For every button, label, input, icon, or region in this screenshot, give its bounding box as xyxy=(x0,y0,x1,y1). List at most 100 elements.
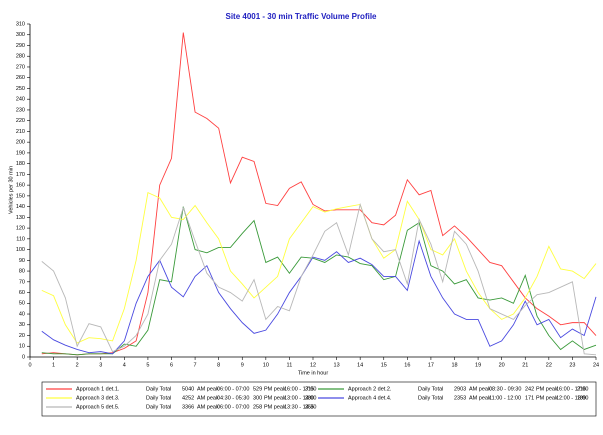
legend-pm-peak-label: PM peak xyxy=(536,395,558,401)
x-tick-label: 2 xyxy=(76,362,79,368)
x-tick-label: 5 xyxy=(146,362,149,368)
x-tick-label: 0 xyxy=(28,362,31,368)
x-tick-label: 8 xyxy=(217,362,220,368)
series-line xyxy=(41,191,597,344)
x-tick-label: 7 xyxy=(194,362,197,368)
y-tick-label: 90 xyxy=(19,258,25,264)
legend-pm-peak: 12:00 - 13:00 xyxy=(556,395,588,401)
legend-am-peak: 06:00 - 07:00 xyxy=(217,386,249,392)
legend-label: Approach 2 det.2. xyxy=(348,386,392,392)
legend-pm-peak-volume: 189 xyxy=(577,395,586,401)
x-tick-label: 23 xyxy=(569,362,575,368)
legend-daily-total-label: Daily Total xyxy=(146,404,171,410)
y-tick-label: 290 xyxy=(16,43,25,49)
legend-pm-peak: 13:30 - 14:30 xyxy=(284,404,316,410)
y-tick-label: 20 xyxy=(19,333,25,339)
legend-pm-peak: 16:00 - 17:00 xyxy=(556,386,588,392)
legend-am-peak-label: AM peak xyxy=(469,395,491,401)
x-tick-label: 14 xyxy=(357,362,363,368)
legend-pm-peak: 13:00 - 14:00 xyxy=(284,395,316,401)
y-tick-label: 260 xyxy=(16,75,25,81)
legend-daily-total: 3366 xyxy=(182,404,194,410)
legend-label: Approach 4 det.4. xyxy=(348,395,392,401)
y-tick-label: 120 xyxy=(16,226,25,232)
y-tick-label: 300 xyxy=(16,32,25,38)
y-tick-label: 190 xyxy=(16,150,25,156)
x-tick-label: 3 xyxy=(99,362,102,368)
series-line xyxy=(41,202,597,356)
x-tick-label: 22 xyxy=(546,362,552,368)
x-tick-label: 17 xyxy=(428,362,434,368)
legend-label: Approach 5 det.5. xyxy=(76,404,120,410)
y-tick-label: 10 xyxy=(19,344,25,350)
chart-title: Site 4001 - 30 min Traffic Volume Profil… xyxy=(225,12,377,21)
legend-label: Approach 3 det.3. xyxy=(76,395,120,401)
legend-am-peak-label: AM peak xyxy=(469,386,491,392)
legend-pm-peak-label: PM peak xyxy=(264,395,286,401)
x-tick-label: 18 xyxy=(451,362,457,368)
legend-pm-peak-label: PM peak xyxy=(264,404,286,410)
legend-daily-total: 5040 xyxy=(182,386,194,392)
y-tick-label: 130 xyxy=(16,215,25,221)
legend-pm-peak-volume: 216 xyxy=(577,386,586,392)
y-tick-label: 160 xyxy=(16,183,25,189)
legend-am-peak: 08:30 - 09:30 xyxy=(489,386,521,392)
series-line xyxy=(41,239,597,355)
y-tick-label: 270 xyxy=(16,64,25,70)
y-tick-label: 220 xyxy=(16,118,25,124)
x-tick-label: 4 xyxy=(123,362,126,368)
y-tick-label: 250 xyxy=(16,86,25,92)
y-tick-label: 210 xyxy=(16,129,25,135)
x-tick-label: 11 xyxy=(287,362,293,368)
x-tick-label: 20 xyxy=(499,362,505,368)
y-tick-label: 80 xyxy=(19,269,25,275)
y-axis-label: Vehicles per 30 min xyxy=(8,166,14,214)
x-axis-label: Time in hour xyxy=(298,370,329,376)
x-tick-label: 9 xyxy=(241,362,244,368)
x-tick-label: 1 xyxy=(52,362,55,368)
y-tick-label: 60 xyxy=(19,290,25,296)
y-tick-label: 140 xyxy=(16,204,25,210)
legend-label: Approach 1 det.1. xyxy=(76,386,120,392)
x-tick-label: 13 xyxy=(334,362,340,368)
x-tick-label: 6 xyxy=(170,362,173,368)
legend-daily-total: 2903 xyxy=(454,386,466,392)
legend-am-peak-volume: 529 xyxy=(253,386,262,392)
legend-pm-peak-label: PM peak xyxy=(264,386,286,392)
legend-am-peak-volume: 300 xyxy=(253,395,262,401)
y-tick-label: 230 xyxy=(16,107,25,113)
y-tick-label: 100 xyxy=(16,247,25,253)
legend-am-peak-label: AM peak xyxy=(197,386,219,392)
legend-pm-peak-volume: 315 xyxy=(305,386,314,392)
x-tick-label: 12 xyxy=(310,362,316,368)
y-tick-label: 240 xyxy=(16,97,25,103)
legend-am-peak: 11:00 - 12:00 xyxy=(489,395,521,401)
y-tick-label: 30 xyxy=(19,322,25,328)
legend-daily-total-label: Daily Total xyxy=(418,395,443,401)
y-tick-label: 70 xyxy=(19,279,25,285)
y-tick-label: 0 xyxy=(22,354,25,360)
x-tick-label: 21 xyxy=(522,362,528,368)
legend-pm-peak-volume: 280 xyxy=(305,395,314,401)
legend-daily-total: 4252 xyxy=(182,395,194,401)
legend-daily-total: 2353 xyxy=(454,395,466,401)
legend-box xyxy=(41,381,597,417)
y-tick-label: 180 xyxy=(16,161,25,167)
y-tick-label: 40 xyxy=(19,311,25,317)
y-tick-label: 200 xyxy=(16,140,25,146)
legend-daily-total-label: Daily Total xyxy=(146,395,171,401)
x-tick-label: 19 xyxy=(475,362,481,368)
legend-am-peak-label: AM peak xyxy=(197,404,219,410)
x-tick-label: 16 xyxy=(404,362,410,368)
y-tick-label: 280 xyxy=(16,54,25,60)
y-tick-label: 110 xyxy=(16,236,25,242)
series-line xyxy=(41,206,597,356)
legend-pm-peak-label: PM peak xyxy=(536,386,558,392)
y-tick-label: 150 xyxy=(16,193,25,199)
legend-pm-peak-volume: 255 xyxy=(305,404,314,410)
legend-am-peak-label: AM peak xyxy=(197,395,219,401)
legend-daily-total-label: Daily Total xyxy=(418,386,443,392)
legend-am-peak-volume: 171 xyxy=(525,395,534,401)
